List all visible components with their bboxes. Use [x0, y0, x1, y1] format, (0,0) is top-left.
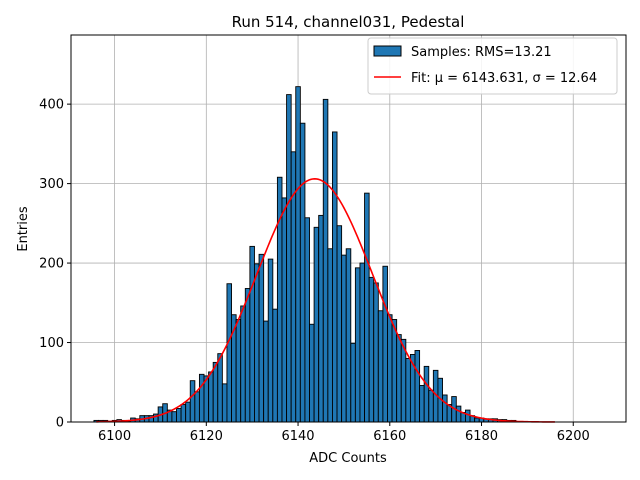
histogram-bar	[208, 371, 214, 423]
histogram-bar	[377, 310, 384, 423]
histogram-bar	[235, 319, 242, 423]
plot-area-frame	[70, 34, 627, 423]
histogram-bar	[465, 409, 471, 423]
histogram-bar	[309, 323, 315, 423]
axis-ticks: 6100 6120 6140 6160 6180 6200 0 100 200 300 400	[39, 98, 590, 444]
legend-swatch-histogram	[373, 45, 402, 57]
histogram-bar	[354, 267, 361, 423]
legend-label-fit: Fit: μ = 6143.631, σ = 12.64	[411, 71, 597, 86]
histogram-bar	[341, 254, 347, 423]
y-tick-label: 0	[56, 416, 64, 431]
histogram-bar	[258, 253, 265, 423]
histogram-bar	[286, 94, 292, 423]
histogram-bar	[442, 394, 448, 423]
histogram-bar	[382, 265, 388, 423]
histogram-bar	[350, 342, 356, 423]
histogram-bar	[198, 373, 205, 423]
histogram-bar	[304, 217, 310, 423]
histogram-bars	[93, 86, 517, 423]
histogram-bar	[221, 383, 228, 423]
histogram-bar	[272, 308, 278, 423]
histogram-bar	[267, 258, 274, 423]
x-axis-label: ADC Counts	[309, 451, 387, 466]
histogram-bar	[249, 245, 255, 423]
histogram-bar	[368, 276, 375, 423]
chart-title: Run 514, channel031, Pedestal	[232, 13, 465, 31]
y-tick-label: 100	[39, 336, 64, 351]
histogram-bar	[281, 197, 288, 423]
x-tick-label: 6120	[190, 429, 223, 444]
histogram-bar	[322, 98, 329, 423]
histogram-bar	[226, 283, 232, 423]
histogram-bar	[400, 338, 407, 423]
histogram-bar	[331, 131, 338, 423]
x-tick-label: 6160	[373, 429, 406, 444]
histogram-bar	[391, 319, 398, 423]
histogram-bar	[318, 214, 324, 423]
histogram-bar	[217, 353, 223, 423]
histogram-bar	[423, 365, 430, 423]
histogram-bar	[345, 248, 352, 423]
histogram-bar	[176, 408, 182, 423]
histogram-bar	[244, 288, 251, 423]
histogram-bar	[474, 417, 480, 423]
y-axis-label: Entries	[16, 206, 31, 252]
chart-legend: Samples: RMS=13.21 Fit: μ = 6143.631, σ …	[367, 37, 618, 95]
histogram-bar	[419, 384, 425, 423]
histogram-bar	[276, 176, 283, 423]
histogram-bar	[194, 391, 200, 423]
histogram-bar	[359, 262, 366, 423]
histogram-bar	[254, 263, 260, 423]
histogram-bar	[373, 282, 379, 423]
x-tick-label: 6180	[465, 429, 498, 444]
histogram-bar	[180, 404, 187, 423]
histogram-bar	[396, 334, 402, 423]
y-tick-label: 200	[39, 257, 64, 272]
histogram-bar	[212, 361, 219, 423]
histogram-bar	[364, 192, 370, 423]
histogram-bar	[171, 411, 177, 423]
x-tick-label: 6100	[98, 429, 131, 444]
gaussian-fit-curve	[96, 178, 555, 423]
histogram-bar	[313, 226, 320, 423]
y-tick-label: 400	[39, 98, 64, 113]
histogram-bar	[299, 122, 306, 423]
histogram-bar	[185, 401, 191, 423]
x-tick-label: 6200	[557, 429, 590, 444]
histogram-bar	[428, 389, 434, 423]
histogram-bar	[414, 350, 421, 423]
histogram-bar	[189, 380, 196, 423]
histogram-bar	[405, 357, 411, 423]
histogram-bar	[327, 248, 333, 423]
y-tick-label: 300	[39, 177, 64, 192]
histogram-bar	[263, 320, 269, 423]
legend-box	[367, 37, 618, 95]
histogram-bar	[295, 86, 301, 423]
legend-label-histogram: Samples: RMS=13.21	[411, 45, 552, 60]
histogram-bar	[455, 405, 462, 423]
histogram-bar	[336, 225, 343, 423]
histogram-bar	[387, 314, 393, 423]
x-tick-label: 6140	[281, 429, 314, 444]
histogram-bar	[240, 305, 246, 423]
